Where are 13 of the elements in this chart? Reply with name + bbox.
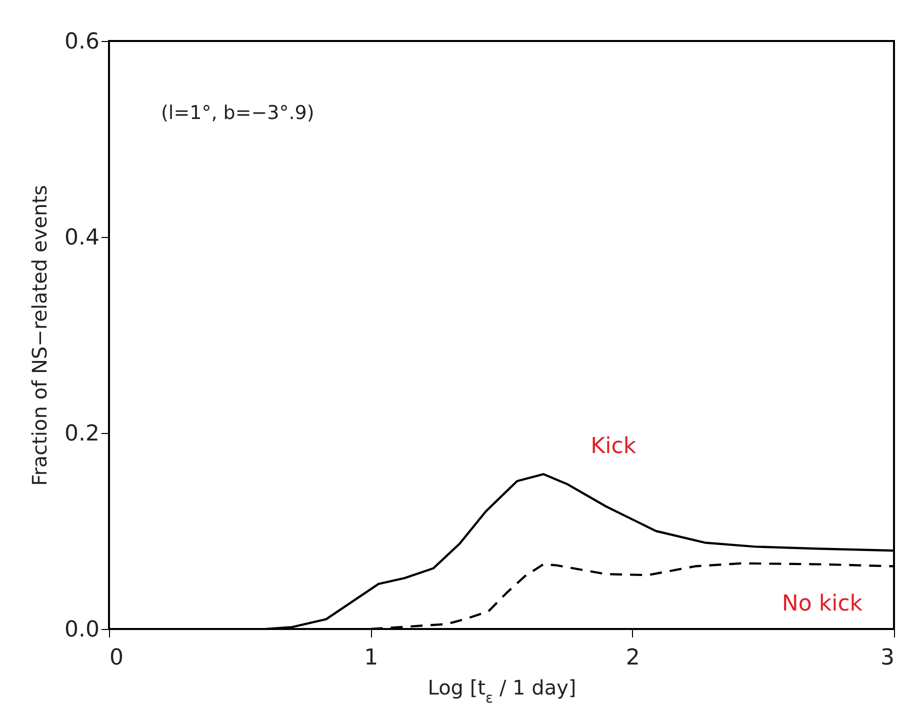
- x-axis-title: Log [t$_{ε}$ / 1 day]: [428, 676, 576, 706]
- y-tick-label: 0.2: [64, 422, 100, 446]
- x-tick-label: 1: [364, 646, 378, 670]
- x-tick-label: 0: [110, 646, 124, 670]
- annotation: (l=1°, b=−3°.9): [161, 102, 314, 124]
- y-tick-label: 0.4: [64, 226, 100, 250]
- y-tick-label: 0.0: [64, 618, 100, 642]
- series-label: Kick: [590, 434, 636, 460]
- y-axis-title: Fraction of NS−related events: [28, 185, 52, 486]
- x-tick-label: 2: [626, 646, 640, 670]
- series-label: No kick: [782, 591, 863, 616]
- x-tick-label: 3: [880, 646, 894, 670]
- y-tick-label: 0.6: [64, 30, 100, 54]
